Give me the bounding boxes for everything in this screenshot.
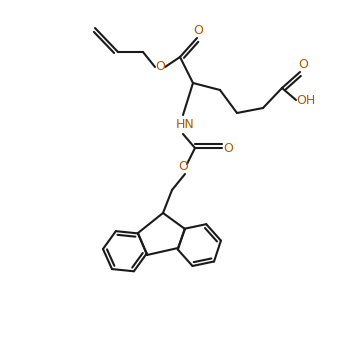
Text: OH: OH — [296, 94, 316, 106]
Text: O: O — [193, 24, 203, 37]
Text: O: O — [223, 142, 233, 155]
Text: O: O — [155, 61, 165, 73]
Text: O: O — [298, 58, 308, 72]
Text: O: O — [178, 160, 188, 174]
Text: HN: HN — [176, 118, 194, 131]
